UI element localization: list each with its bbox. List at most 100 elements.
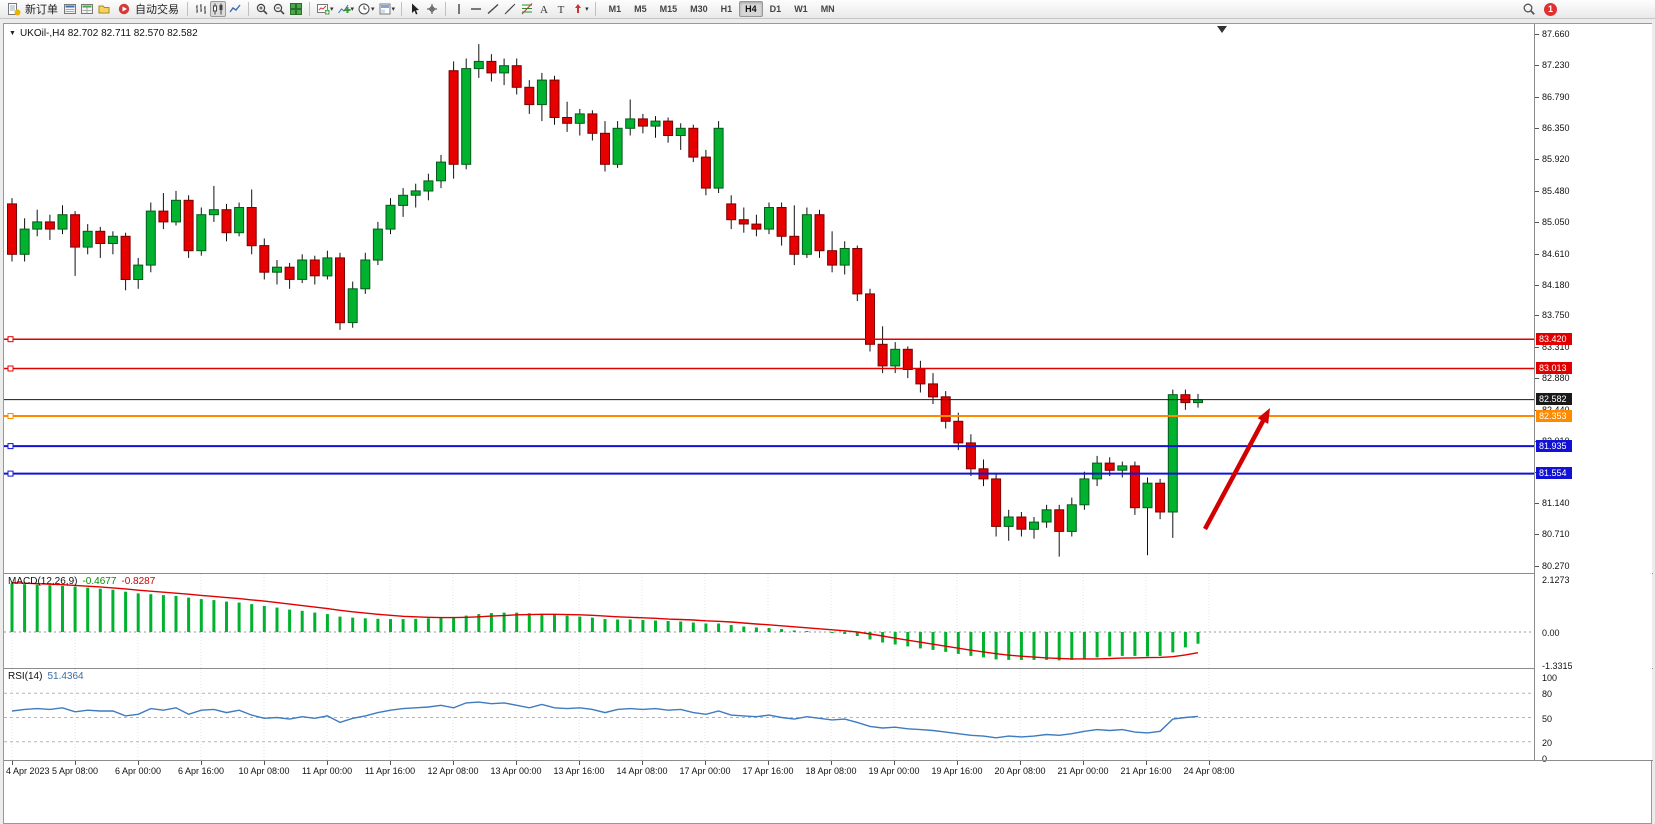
new-chart-caret-icon[interactable]: ▾ <box>330 6 334 13</box>
notification-badge[interactable]: 1 <box>1544 2 1557 16</box>
candlestick-chart-icon[interactable] <box>210 1 226 17</box>
timeframe-d1[interactable]: D1 <box>769 4 782 14</box>
zoom-in-icon[interactable] <box>254 1 270 17</box>
templates-caret-icon[interactable]: ▾ <box>391 6 396 13</box>
line-chart-icon[interactable] <box>227 1 243 17</box>
pane-separator[interactable] <box>4 760 1653 761</box>
line-handle[interactable] <box>7 336 14 343</box>
timeframe-m15[interactable]: M15 <box>659 4 678 14</box>
arrows-icon[interactable] <box>570 1 586 17</box>
line-handle[interactable] <box>7 365 14 372</box>
candle <box>82 224 93 255</box>
price-tick-mark <box>1535 34 1539 35</box>
time-scale[interactable]: 4 Apr 2023 5 Apr 08:00 6 Apr 00:00 6 Apr 16… <box>4 761 1534 780</box>
trend-arrow[interactable] <box>1203 413 1269 531</box>
time-tick-mark <box>75 761 76 765</box>
data-window-icon[interactable] <box>79 1 95 17</box>
price-tick: 86.790 <box>1542 92 1570 102</box>
trendline-icon[interactable] <box>485 1 501 17</box>
search-icon[interactable] <box>1521 1 1537 17</box>
price-scale[interactable]: 87.660 87.230 86.790 86.350 85.920 85.480 85.0… <box>1534 24 1652 764</box>
timeframe-h4[interactable]: H4 <box>739 1 763 17</box>
text-icon[interactable]: A <box>536 1 552 17</box>
price-line-label: 83.420 <box>1536 333 1572 345</box>
chart-shift-marker[interactable] <box>1217 26 1227 33</box>
timeframe-m1[interactable]: M1 <box>608 4 622 14</box>
market-watch-icon[interactable] <box>62 1 78 17</box>
macd-signal-line <box>11 582 1199 660</box>
time-tick-mark <box>1209 761 1210 765</box>
crosshair-icon[interactable] <box>424 1 440 17</box>
timeframe-w1[interactable]: W1 <box>794 4 808 14</box>
candle <box>536 72 547 122</box>
rsi-pane[interactable] <box>4 669 1534 760</box>
candle <box>171 190 181 226</box>
time-tick-mark <box>12 761 13 765</box>
line-handle[interactable] <box>7 443 14 450</box>
time-tick-mark <box>390 761 391 765</box>
candle <box>1117 461 1128 478</box>
auto-trading-button[interactable]: 自动交易 <box>113 1 182 18</box>
vertical-line-icon[interactable] <box>451 1 467 17</box>
candle <box>625 99 636 136</box>
indicators-caret-icon[interactable]: ▾ <box>350 6 355 13</box>
candle <box>183 195 194 258</box>
tile-windows-icon[interactable] <box>288 1 304 17</box>
bar-chart-icon[interactable] <box>193 1 209 17</box>
candle <box>600 121 610 172</box>
periods-caret-icon[interactable]: ▾ <box>371 6 375 13</box>
zoom-out-icon[interactable] <box>271 1 287 17</box>
toolbar-separator <box>309 2 310 16</box>
candle <box>511 58 522 95</box>
fibonacci-icon[interactable] <box>519 1 535 17</box>
timeframe-m30[interactable]: M30 <box>690 4 708 14</box>
navigator-icon[interactable] <box>96 1 112 17</box>
candle <box>145 202 156 273</box>
chart-window[interactable]: ▼ UKOil-,H4 82.702 82.711 82.570 82.582 … <box>3 23 1653 824</box>
time-tick: 19 Apr 16:00 <box>931 766 983 776</box>
templates-icon[interactable] <box>377 1 393 17</box>
arrows-caret-icon[interactable]: ▾ <box>585 6 589 13</box>
cursor-icon[interactable] <box>407 1 423 17</box>
line-handle[interactable] <box>7 413 14 419</box>
horizontal-line-icon[interactable] <box>468 1 484 17</box>
candle <box>1155 478 1166 520</box>
candle <box>764 202 774 235</box>
candle <box>801 207 812 258</box>
channel-icon[interactable] <box>502 1 518 17</box>
macd-pane[interactable] <box>4 574 1534 668</box>
candle <box>158 193 169 230</box>
chart-collapse-icon[interactable]: ▼ <box>9 30 16 37</box>
timeframe-h1[interactable]: H1 <box>720 4 733 14</box>
new-order-icon <box>6 1 22 17</box>
timeframe-m5[interactable]: M5 <box>634 4 647 14</box>
new-order-button[interactable]: 新订单 <box>3 1 61 18</box>
time-tick-mark <box>642 761 643 765</box>
candle <box>385 198 396 235</box>
price-line-label: 83.013 <box>1536 362 1572 374</box>
rsi-axis-tick: 80 <box>1542 689 1553 699</box>
label-icon[interactable]: T <box>553 1 569 17</box>
price-tick: 83.750 <box>1542 310 1570 320</box>
candle <box>246 189 257 255</box>
price-tick-mark <box>1535 347 1539 348</box>
time-tick-mark <box>516 761 517 765</box>
candle <box>650 116 661 138</box>
candle <box>335 252 345 330</box>
periods-icon[interactable] <box>356 1 372 17</box>
time-tick: 12 Apr 08:00 <box>427 766 479 776</box>
indicators-icon[interactable] <box>336 1 352 17</box>
candle <box>259 238 270 280</box>
line-handle[interactable] <box>7 470 14 477</box>
candle <box>928 373 938 404</box>
time-tick: 10 Apr 08:00 <box>238 766 290 776</box>
new-chart-icon[interactable] <box>315 1 331 17</box>
candle <box>726 195 737 230</box>
pane-separator[interactable] <box>4 668 1653 669</box>
main-price-chart[interactable] <box>4 25 1534 573</box>
pane-separator[interactable] <box>4 573 1653 574</box>
symbol-info: ▼ UKOil-,H4 82.702 82.711 82.570 82.582 <box>9 28 198 39</box>
candle <box>1054 504 1065 557</box>
timeframe-mn[interactable]: MN <box>820 4 835 14</box>
candle <box>902 346 913 379</box>
